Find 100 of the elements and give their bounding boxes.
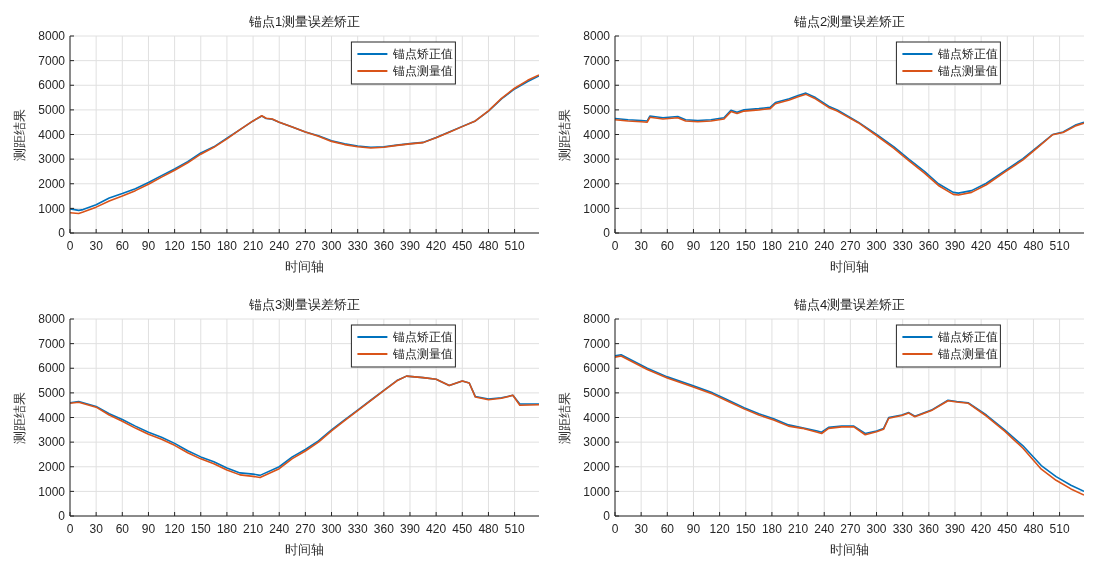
legend-label: 锚点测量值	[392, 64, 454, 79]
x-tick-label: 510	[504, 522, 525, 536]
y-tick-label: 2000	[583, 459, 611, 474]
x-tick-label: 420	[426, 239, 447, 253]
y-tick-label: 1000	[38, 201, 66, 216]
x-tick-label: 270	[295, 239, 316, 253]
x-tick-label: 330	[892, 522, 914, 536]
x-tick-label: 420	[971, 239, 992, 253]
x-axis-title: 时间轴	[830, 259, 869, 274]
x-tick-label: 330	[892, 239, 914, 253]
x-tick-label: 330	[347, 239, 369, 253]
y-tick-label: 3000	[38, 152, 66, 167]
y-axis-title: 测距结果	[12, 391, 27, 444]
x-tick-label: 420	[426, 522, 447, 536]
y-tick-label: 4000	[38, 127, 66, 142]
y-axis-title: 测距结果	[12, 108, 27, 161]
x-tick-label: 510	[504, 239, 525, 253]
x-tick-label: 120	[709, 239, 730, 253]
x-tick-label: 480	[478, 522, 499, 536]
x-tick-label: 450	[997, 522, 1018, 536]
legend-label: 锚点矫正值	[392, 47, 454, 62]
y-tick-label: 2000	[38, 176, 66, 191]
x-tick-label: 120	[164, 522, 185, 536]
x-tick-label: 210	[243, 522, 264, 536]
x-tick-label: 90	[686, 522, 701, 536]
x-tick-label: 300	[866, 522, 887, 536]
y-tick-label: 0	[58, 226, 66, 241]
y-tick-label: 0	[58, 509, 66, 524]
x-tick-label: 180	[216, 239, 238, 253]
y-tick-label: 8000	[38, 312, 66, 327]
y-tick-label: 6000	[38, 78, 66, 93]
y-tick-label: 4000	[38, 410, 66, 425]
x-tick-label: 240	[269, 239, 290, 253]
legend-label: 锚点测量值	[937, 347, 999, 362]
x-tick-label: 420	[971, 522, 992, 536]
x-tick-label: 300	[321, 239, 342, 253]
x-tick-label: 390	[399, 239, 421, 253]
legend-label: 锚点测量值	[937, 64, 999, 79]
x-tick-label: 360	[918, 522, 940, 536]
x-tick-label: 270	[840, 239, 861, 253]
y-tick-label: 2000	[583, 176, 611, 191]
legend-label: 锚点矫正值	[937, 330, 999, 345]
y-tick-label: 8000	[583, 312, 611, 327]
y-tick-label: 7000	[583, 53, 611, 68]
y-tick-label: 0	[603, 509, 611, 524]
x-tick-label: 390	[944, 522, 966, 536]
legend-label: 锚点矫正值	[392, 330, 454, 345]
y-tick-label: 6000	[38, 361, 66, 376]
x-tick-label: 450	[997, 239, 1018, 253]
x-tick-label: 180	[761, 239, 783, 253]
legend-label: 锚点矫正值	[937, 47, 999, 62]
x-tick-label: 60	[660, 522, 675, 536]
x-tick-label: 450	[452, 239, 473, 253]
x-tick-label: 480	[1023, 239, 1044, 253]
x-tick-label: 210	[788, 239, 809, 253]
y-tick-label: 6000	[583, 78, 611, 93]
x-axis-title: 时间轴	[285, 259, 324, 274]
y-tick-label: 8000	[38, 29, 66, 44]
x-axis-title: 时间轴	[285, 542, 324, 557]
y-tick-label: 5000	[583, 103, 611, 118]
x-tick-label: 360	[373, 522, 395, 536]
x-tick-label: 150	[735, 239, 757, 253]
x-tick-label: 210	[788, 522, 809, 536]
y-tick-label: 1000	[38, 484, 66, 499]
x-tick-label: 30	[634, 239, 649, 253]
x-tick-label: 360	[373, 239, 395, 253]
y-tick-label: 8000	[583, 29, 611, 44]
x-tick-label: 150	[735, 522, 757, 536]
y-tick-label: 7000	[38, 336, 66, 351]
x-tick-label: 510	[1049, 522, 1070, 536]
x-tick-label: 270	[840, 522, 861, 536]
x-tick-label: 240	[269, 522, 290, 536]
x-axis-title: 时间轴	[830, 542, 869, 557]
y-tick-label: 6000	[583, 361, 611, 376]
chart-title: 锚点4测量误差矫正	[792, 297, 906, 312]
y-tick-label: 1000	[583, 201, 611, 216]
y-axis-title: 测距结果	[557, 108, 572, 161]
x-tick-label: 300	[321, 522, 342, 536]
x-tick-label: 330	[347, 522, 369, 536]
x-tick-label: 210	[243, 239, 264, 253]
y-axis-title: 测距结果	[557, 391, 572, 444]
x-tick-label: 450	[452, 522, 473, 536]
y-tick-label: 1000	[583, 484, 611, 499]
y-tick-label: 3000	[38, 435, 66, 450]
x-tick-label: 360	[918, 239, 940, 253]
x-tick-label: 240	[814, 239, 835, 253]
y-tick-label: 7000	[583, 336, 611, 351]
x-tick-label: 240	[814, 522, 835, 536]
x-tick-label: 90	[686, 239, 701, 253]
x-tick-label: 150	[190, 522, 212, 536]
x-tick-label: 510	[1049, 239, 1070, 253]
y-tick-label: 2000	[38, 459, 66, 474]
y-tick-label: 7000	[38, 53, 66, 68]
x-tick-label: 480	[478, 239, 499, 253]
x-tick-label: 60	[115, 522, 130, 536]
x-tick-label: 90	[141, 239, 156, 253]
x-tick-label: 60	[660, 239, 675, 253]
y-tick-label: 4000	[583, 127, 611, 142]
x-tick-label: 60	[115, 239, 130, 253]
y-tick-label: 0	[603, 226, 611, 241]
